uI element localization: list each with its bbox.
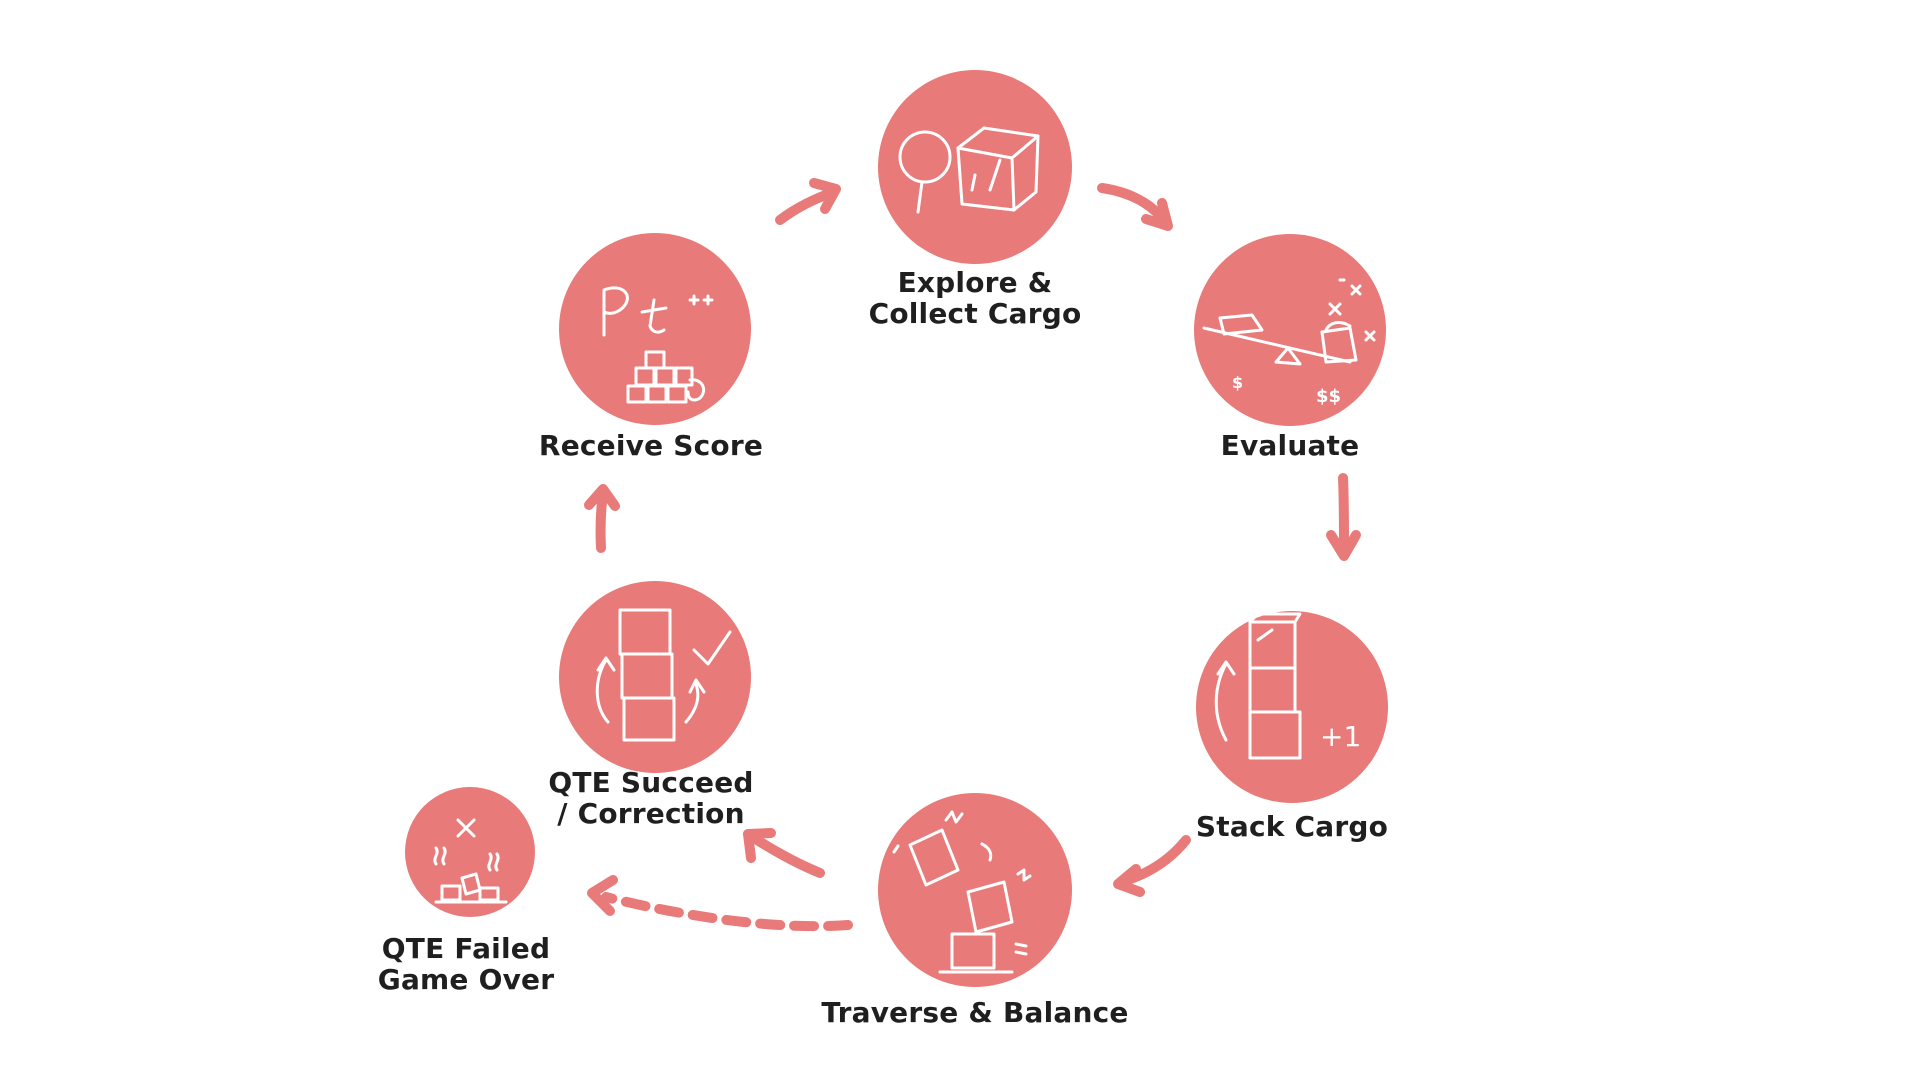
node-qte-failed-circle <box>405 787 535 917</box>
nodes: $ $$ +1 <box>405 70 1388 987</box>
arrow-traverse-to-qte-failed-dashed <box>601 892 853 932</box>
label-explore-line-2: Collect Cargo <box>868 297 1082 330</box>
arrow-traverse-to-qte-succeed-head <box>743 828 776 863</box>
arrow-qte-succeed-to-receive-score <box>595 489 608 553</box>
node-stack: +1 <box>1196 611 1388 803</box>
node-explore <box>878 70 1072 264</box>
stacked-boxes-icon: +1 <box>1214 612 1361 760</box>
label-traverse-line-1: Traverse & Balance <box>821 996 1129 1029</box>
label-explore: Explore & Collect Cargo <box>869 267 1082 329</box>
label-qte-failed-line-1: QTE Failed <box>381 932 551 965</box>
label-qte-succeed-line-2: / Correction <box>557 797 745 830</box>
arrow-evaluate-to-stack-head <box>1326 530 1361 561</box>
svg-text:+1: +1 <box>1320 720 1361 753</box>
label-qte-succeed: QTE Succeed / Correction <box>548 767 753 829</box>
label-evaluate-line-1: Evaluate <box>1220 429 1360 462</box>
node-receive-score-circle <box>559 233 751 425</box>
arrow-stack-to-traverse-head <box>1113 864 1145 897</box>
svg-text:$$: $$ <box>1316 386 1341 407</box>
label-evaluate: Evaluate <box>1221 430 1360 461</box>
label-qte-succeed-line-1: QTE Succeed <box>548 766 754 799</box>
node-evaluate-circle <box>1194 234 1386 426</box>
label-explore-line-1: Explore & <box>897 266 1053 299</box>
magnifier-box-icon <box>898 126 1040 214</box>
node-explore-circle <box>878 70 1072 264</box>
stack-checkmark-icon <box>595 608 732 742</box>
label-stack-line-1: Stack Cargo <box>1195 810 1389 843</box>
node-qte-succeed <box>559 581 751 773</box>
node-receive-score <box>559 233 751 425</box>
node-qte-succeed-circle <box>559 581 751 773</box>
label-stack: Stack Cargo <box>1196 811 1388 842</box>
points-icon <box>602 286 714 404</box>
label-receive-score: Receive Score <box>539 430 763 461</box>
arrow-evaluate-to-stack <box>1338 473 1349 551</box>
arrow-explore-to-evaluate-head <box>1141 198 1173 231</box>
node-stack-circle <box>1196 611 1388 803</box>
node-traverse <box>878 793 1072 987</box>
edges <box>584 178 1361 932</box>
collapsed-boxes-icon <box>433 818 508 904</box>
svg-text:$: $ <box>1232 373 1243 392</box>
label-traverse: Traverse & Balance <box>821 997 1128 1028</box>
label-qte-failed-line-2: Game Over <box>377 963 555 996</box>
label-qte-failed: QTE Failed Game Over <box>378 933 554 995</box>
node-qte-failed <box>405 787 535 917</box>
tumbling-boxes-icon <box>892 810 1032 974</box>
arrow-traverse-to-qte-failed-head <box>587 875 618 916</box>
arrow-qte-succeed-to-receive-score-head <box>584 484 620 511</box>
arrow-traverse-to-qte-succeed <box>749 833 825 878</box>
label-receive-score-line-1: Receive Score <box>538 429 764 462</box>
balance-scale-icon: $ $$ <box>1202 278 1376 407</box>
node-evaluate: $ $$ <box>1194 234 1386 426</box>
arrow-receive-score-to-explore-head <box>809 178 841 214</box>
